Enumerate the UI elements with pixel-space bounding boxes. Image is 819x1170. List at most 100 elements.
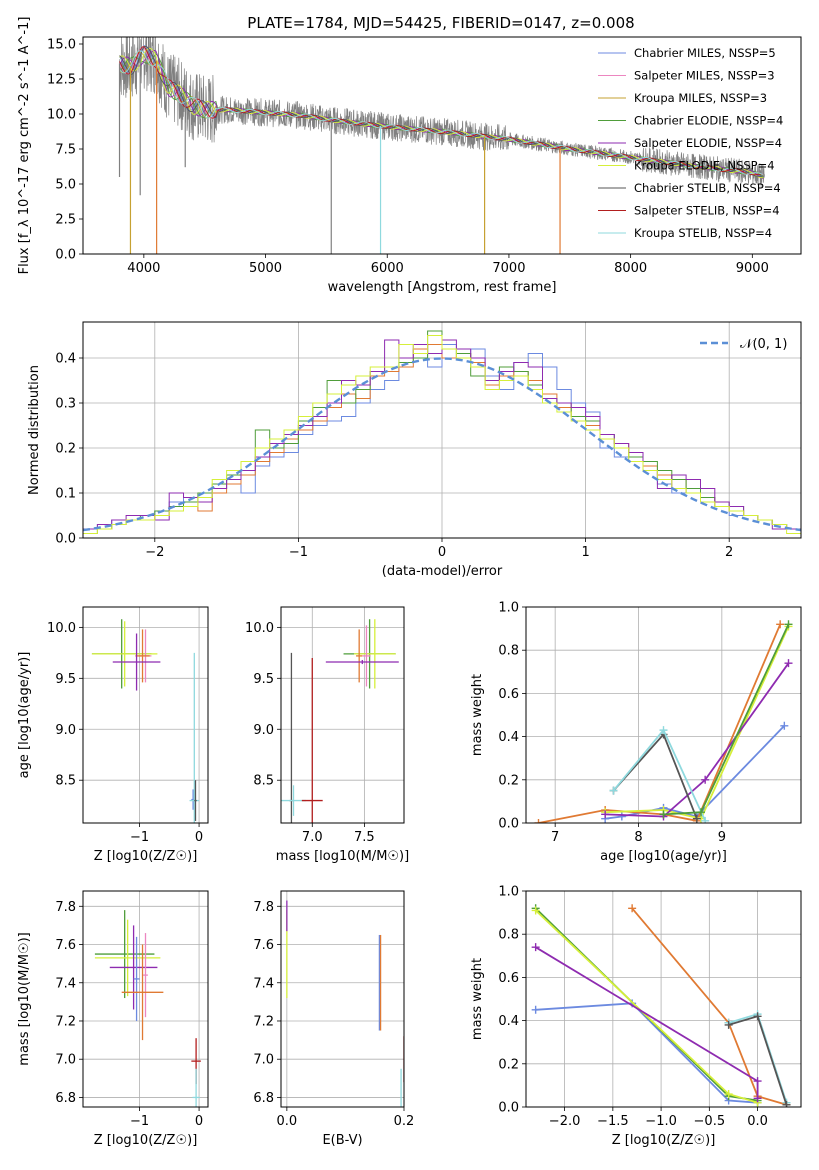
plot-area — [83, 330, 801, 538]
x-tick-label: 7.5 — [354, 830, 375, 845]
y-axis-label: Flux [f_λ 10^-17 erg cm^-2 s^-1 A^-1] — [17, 17, 32, 275]
x-tick-label: 9000 — [736, 261, 769, 276]
x-axis-label: Z [log10(Z/Z☉)] — [94, 1133, 198, 1148]
weight-marker — [534, 819, 543, 823]
x-tick-label: 4000 — [127, 261, 160, 276]
y-tick-label: 0.4 — [55, 352, 76, 367]
grid-lines — [526, 890, 801, 1108]
y-tick-label: 10.0 — [245, 621, 274, 636]
weight-marker — [617, 812, 626, 821]
weight-marker — [659, 726, 668, 735]
weight-marker — [531, 943, 540, 952]
y-tick-label: 7.0 — [253, 1053, 274, 1068]
x-tick-label: −1 — [130, 1114, 149, 1129]
weight-marker — [609, 786, 618, 795]
y-axis-label: mass weight — [470, 674, 485, 756]
y-axis-label: Normed distribution — [27, 365, 42, 495]
x-tick-label: 0 — [438, 545, 446, 560]
y-tick-label: 0.8 — [498, 644, 519, 659]
age-vs-metallicity-panel: −1 0 8.5 9.0 9.5 10.0 Z [log10(Z/Z☉)] age [log1… — [17, 606, 209, 864]
x-axis-label: Z [log10(Z/Z☉)] — [94, 849, 198, 864]
grid-lines — [281, 891, 405, 1107]
y-tick-label: 0.6 — [498, 971, 519, 986]
y-tick-label: 0.0 — [55, 532, 76, 547]
weight-marker — [724, 1090, 733, 1099]
legend-entry: Chabrier MILES, NSSP=5 — [634, 46, 776, 60]
y-tick-label: 10.0 — [47, 108, 76, 123]
axes-frame — [280, 606, 405, 824]
legend-entry: Salpeter MILES, NSSP=3 — [634, 69, 775, 83]
y-tick-label: 8.5 — [55, 774, 76, 789]
axes-frame — [82, 890, 209, 1108]
y-tick-label: 15.0 — [47, 38, 76, 53]
y-tick-label: 0.0 — [498, 1101, 519, 1116]
weight-marker — [776, 620, 785, 629]
spectrum-legend: Chabrier MILES, NSSP=5 Salpeter MILES, NS… — [598, 46, 783, 240]
y-tick-label: 0.2 — [498, 773, 519, 788]
y-tick-label: 8.5 — [253, 774, 274, 789]
gaussian-curve — [83, 357, 801, 532]
weight-marker — [601, 810, 610, 819]
y-tick-label: 7.5 — [55, 143, 76, 158]
legend-entry: Salpeter STELIB, NSSP=4 — [634, 204, 780, 218]
axes-frame — [280, 890, 405, 1108]
legend-entry: Salpeter ELODIE, NSSP=4 — [634, 136, 782, 150]
y-tick-label: 7.4 — [253, 976, 274, 991]
x-tick-label: 8 — [634, 830, 642, 845]
residual-legend: 𝒩(0, 1) — [700, 337, 787, 352]
x-tick-label: 7.0 — [302, 830, 323, 845]
y-tick-label: 9.5 — [55, 672, 76, 687]
weight-marker — [628, 904, 637, 913]
legend-entry: Kroupa STELIB, NSSP=4 — [634, 226, 772, 240]
y-tick-label: 2.5 — [55, 213, 76, 228]
weight-marker — [701, 775, 710, 784]
x-tick-label: 5000 — [249, 261, 282, 276]
weight-marker — [753, 1077, 762, 1086]
weight-line — [534, 909, 758, 1104]
weight-marker — [753, 1012, 762, 1021]
weight-line — [605, 662, 790, 818]
weight-marker — [659, 810, 668, 819]
weight-marker — [782, 1100, 791, 1107]
y-tick-label: 0.2 — [55, 442, 76, 457]
y-tick-label: 0.0 — [498, 817, 519, 832]
plot-area — [531, 904, 791, 1107]
weight-marker — [780, 721, 789, 730]
y-tick-label: 7.6 — [55, 938, 76, 953]
plot-area — [118, 37, 765, 254]
y-tick-label: 0.4 — [498, 730, 519, 745]
x-tick-label: 0.0 — [277, 1114, 298, 1129]
y-tick-label: 9.5 — [253, 672, 274, 687]
x-tick-label: −2.0 — [549, 1114, 581, 1129]
y-axis-label: mass weight — [470, 958, 485, 1040]
weight-line — [605, 626, 790, 820]
legend-entry: Kroupa ELODIE, NSSP=4 — [634, 159, 775, 173]
plot-area — [286, 900, 404, 1107]
plot-area — [281, 619, 399, 823]
plot-area — [94, 910, 201, 1107]
x-axis-label: wavelength [Angstrom, rest frame] — [328, 280, 557, 295]
x-tick-label: 9 — [718, 830, 726, 845]
y-tick-label: 0.2 — [498, 1057, 519, 1072]
y-tick-label: 1.0 — [498, 601, 519, 616]
weight-line — [535, 1002, 758, 1104]
weight-marker — [697, 808, 705, 817]
figure-title: PLATE=1784, MJD=54425, FIBERID=0147, z=0… — [247, 14, 634, 32]
y-tick-label: 7.2 — [55, 1014, 76, 1029]
y-tick-label: 6.8 — [253, 1091, 274, 1106]
x-tick-label: 2 — [725, 545, 733, 560]
weight-vs-metallicity-panel: −2.0 −1.5 −1.0 −0.5 0.0 0.0 0.2 0.4 0.6 0.8 1.0 Z [… — [470, 885, 802, 1148]
y-tick-label: 0.3 — [55, 397, 76, 412]
x-axis-label: age [log10(age/yr)] — [600, 849, 727, 864]
grid-lines — [83, 607, 208, 823]
y-tick-label: 7.4 — [55, 976, 76, 991]
y-tick-label: 5.0 — [55, 178, 76, 193]
y-tick-label: 0.4 — [498, 1014, 519, 1029]
x-tick-label: 7 — [551, 830, 559, 845]
y-tick-label: 10.0 — [47, 621, 76, 636]
axes-frame — [82, 606, 209, 824]
weight-marker — [531, 906, 540, 915]
weight-line — [534, 907, 758, 1102]
mass-vs-metallicity-panel: −1 0 6.8 7.0 7.2 7.4 7.6 7.8 Z [log10(Z/Z☉)] mass… — [17, 890, 209, 1148]
